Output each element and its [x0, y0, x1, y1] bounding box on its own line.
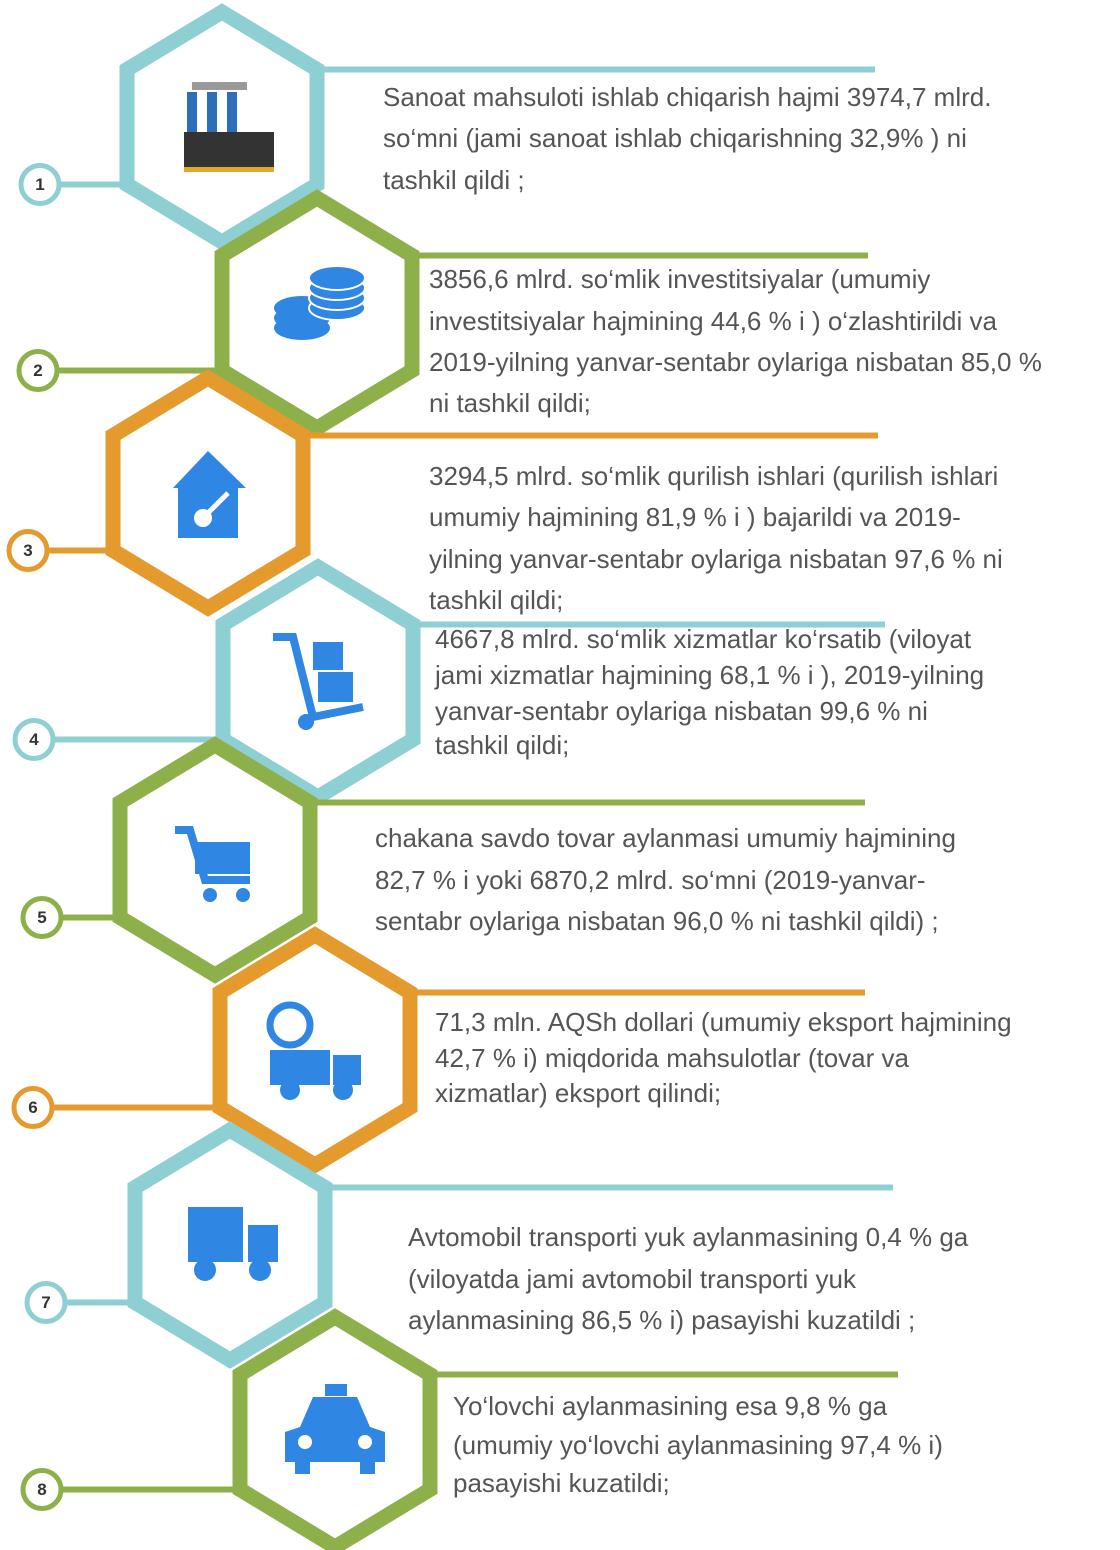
- icon-part: [268, 1003, 312, 1047]
- description-line: tashkil qildi ;: [383, 165, 525, 195]
- icon-part: [273, 633, 364, 722]
- description-line: Yo‘lovchi aylanmasining esa 9,8 % ga: [453, 1391, 888, 1421]
- description-line: umumiy hajmining 81,9 % i ) bajarildi va…: [429, 502, 961, 532]
- number-label: 7: [41, 1293, 50, 1312]
- number-label: 8: [37, 1480, 46, 1499]
- number-badge: [20, 896, 64, 939]
- icon-part: [207, 92, 217, 137]
- description-line: Sanoat mahsuloti ishlab chiqarish hajmi …: [383, 82, 991, 112]
- description-line: 4667,8 mlrd. so‘mlik xizmatlar ko‘rsatib…: [435, 624, 972, 654]
- icon-part: [333, 1080, 353, 1100]
- description-line: ni tashkil qildi;: [429, 388, 591, 418]
- icon-part: [360, 1462, 375, 1474]
- icon-part: [236, 888, 250, 902]
- icon-part: [184, 132, 274, 167]
- number-label: 1: [35, 175, 44, 194]
- icon-part: [195, 842, 250, 874]
- number-label: 2: [33, 361, 42, 380]
- icon: [266, 1001, 361, 1100]
- number-badge: [20, 1468, 64, 1511]
- description-line: chakana savdo tovar aylanmasi umumiy haj…: [375, 823, 956, 853]
- number-badge: [24, 1281, 68, 1324]
- icon-part: [308, 265, 366, 291]
- description-line: jami xizmatlar hajmining 68,1 % i ), 201…: [434, 660, 984, 690]
- number-label: 5: [37, 908, 46, 927]
- description-line: tashkil qildi;: [435, 730, 569, 760]
- icon: [175, 826, 250, 902]
- description-line: pasayishi kuzatildi;: [453, 1468, 670, 1498]
- icon-part: [358, 1435, 372, 1449]
- icon-part: [188, 1207, 243, 1262]
- number-badge: [16, 349, 60, 392]
- description-line: so‘mni (jami sanoat ishlab chiqarishning…: [383, 123, 967, 153]
- description-line: sentabr oylariga nisbatan 96,0 % ni tash…: [375, 906, 939, 936]
- icon-part: [206, 491, 230, 515]
- icon-part: [194, 509, 212, 527]
- icon-part: [249, 1259, 271, 1281]
- description-line: 82,7 % i yoki 6870,2 mlrd. so‘mni (2019-…: [375, 865, 926, 895]
- icon-part: [187, 92, 197, 137]
- number-badge: [18, 163, 62, 206]
- icon: [184, 82, 274, 172]
- icon-part: [295, 1462, 310, 1474]
- icon-part: [298, 714, 314, 730]
- icon-part: [248, 1225, 278, 1262]
- number-label: 3: [23, 541, 32, 560]
- description-line: 3294,5 mlrd. so‘mlik qurilish ishlari (q…: [429, 461, 998, 491]
- description-line: yanvar-sentabr oylariga nisbatan 99,6 % …: [435, 696, 928, 726]
- icon-part: [194, 1259, 216, 1281]
- icon-part: [266, 1001, 314, 1049]
- icon-part: [184, 167, 274, 172]
- icon: [173, 451, 246, 538]
- description-line: (viloyatda jami avtomobil transporti yuk: [408, 1264, 857, 1294]
- description-line: aylanmasining 86,5 % i) pasayishi kuzati…: [408, 1305, 915, 1335]
- icon-part: [318, 672, 353, 702]
- description-line: Avtomobil transporti yuk aylanmasining 0…: [408, 1222, 969, 1252]
- icon-part: [298, 1435, 312, 1449]
- number-label: 4: [29, 730, 39, 749]
- number-badge: [12, 718, 56, 761]
- description-line: tashkil qildi;: [429, 585, 563, 615]
- description-line: 3856,6 mlrd. so‘mlik investitsiyalar (um…: [429, 264, 930, 294]
- icon-part: [192, 82, 247, 90]
- icon-part: [270, 1050, 330, 1085]
- description-line: xizmatlar) eksport qilindi;: [435, 1078, 721, 1108]
- number-badge: [6, 529, 50, 572]
- icon-part: [203, 888, 217, 902]
- icon-part: [325, 1384, 347, 1396]
- description-line: (umumiy yo‘lovchi aylanmasining 97,4 % i…: [453, 1430, 943, 1460]
- number-badge: [11, 1086, 55, 1129]
- icon-part: [227, 92, 237, 137]
- icon-part: [173, 451, 246, 538]
- icon-part: [280, 1080, 300, 1100]
- icon-part: [313, 642, 343, 670]
- icon: [274, 265, 366, 340]
- icon-part: [333, 1055, 361, 1085]
- icon: [285, 1384, 385, 1474]
- hexagon: [119, 3, 325, 251]
- description-line: 71,3 mln. AQSh dollari (umumiy eksport h…: [435, 1007, 1012, 1037]
- icon: [188, 1207, 278, 1281]
- icon: [273, 633, 364, 730]
- description-line: yilning yanvar-sentabr oylariga nisbatan…: [429, 544, 1003, 574]
- number-label: 6: [28, 1098, 37, 1117]
- description-line: 42,7 % i) miqdorida mahsulotlar (tovar v…: [435, 1043, 910, 1073]
- description-line: investitsiyalar hajmining 44,6 % i ) o‘z…: [429, 306, 997, 336]
- description-line: 2019-yilning yanvar-sentabr oylariga nis…: [429, 347, 1042, 377]
